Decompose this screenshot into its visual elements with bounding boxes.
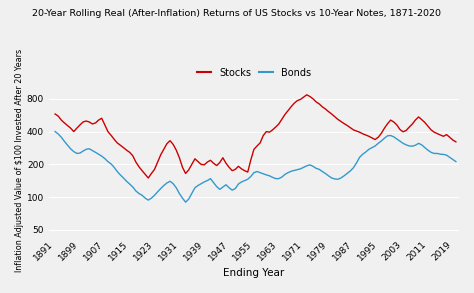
Stocks — [52, 112, 58, 116]
Bonds — [52, 130, 58, 133]
Y-axis label: Inflation Adjusted Value of $100 Invested After 20 Years: Inflation Adjusted Value of $100 Investe… — [15, 49, 24, 272]
Line: Bonds: Bonds — [55, 132, 456, 202]
Text: 20-Year Rolling Real (After-Inflation) Returns of US Stocks vs 10-Year Notes, 18: 20-Year Rolling Real (After-Inflation) R… — [33, 9, 441, 18]
Bonds — [369, 146, 375, 149]
Stocks — [453, 140, 459, 144]
Stocks — [323, 107, 328, 111]
Stocks — [354, 129, 359, 133]
Legend: Stocks, Bonds: Stocks, Bonds — [193, 64, 315, 82]
Bonds — [350, 166, 356, 170]
Bonds — [453, 160, 459, 163]
Bonds — [319, 170, 325, 173]
Stocks — [304, 93, 310, 97]
Bonds — [226, 186, 232, 190]
Stocks — [226, 166, 232, 169]
Stocks — [164, 142, 170, 145]
Bonds — [161, 184, 167, 187]
Bonds — [183, 200, 189, 204]
Bonds — [264, 173, 269, 177]
Line: Stocks: Stocks — [55, 95, 456, 178]
Stocks — [146, 176, 151, 180]
Stocks — [264, 130, 269, 133]
X-axis label: Ending Year: Ending Year — [223, 268, 284, 278]
Stocks — [372, 138, 378, 141]
